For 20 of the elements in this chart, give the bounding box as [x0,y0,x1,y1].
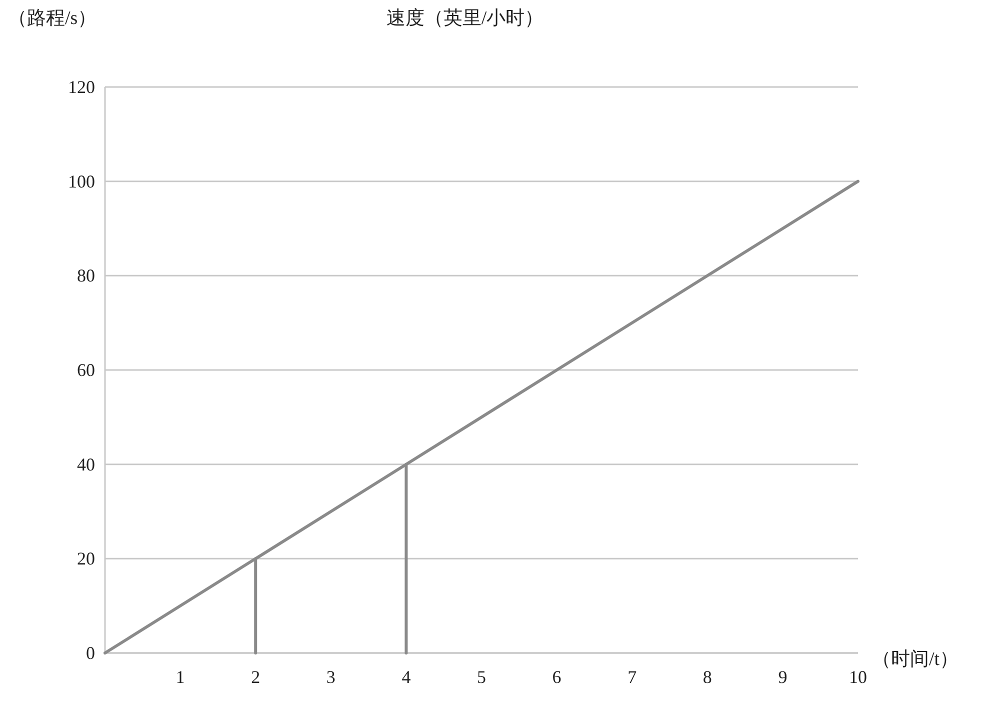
y-tick-label: 40 [77,454,95,474]
x-tick-label: 7 [628,667,637,687]
y-tick-label: 120 [68,77,95,97]
y-axis-title: （路程/s） [8,8,97,29]
y-tick-label: 60 [77,360,95,380]
x-tick-label: 10 [849,667,867,687]
y-tick-label: 80 [77,266,95,286]
x-axis-title: （时间/t） [872,649,959,670]
x-tick-label: 8 [702,667,712,687]
x-tick-label: 9 [778,667,788,687]
x-tick-label: 6 [552,667,562,687]
x-tick-label: 3 [326,667,336,687]
y-tick-label: 0 [86,643,95,663]
x-tick-label: 5 [477,667,486,687]
x-tick-label: 2 [251,667,260,687]
x-tick-label: 4 [402,667,411,687]
y-tick-label: 20 [77,548,95,569]
chart-title: 速度（英里/小时） [386,7,544,29]
y-tick-label: 100 [68,171,95,192]
x-tick-label: 1 [176,667,185,687]
